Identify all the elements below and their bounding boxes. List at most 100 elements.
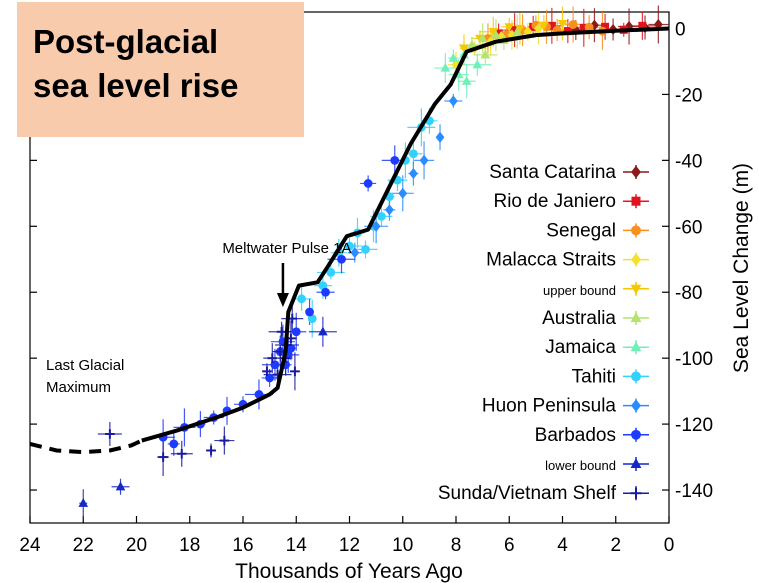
sunda-vietnam-shelf-point	[206, 445, 216, 456]
upper-bound-point	[539, 21, 549, 31]
santa-catarina-point	[624, 20, 634, 33]
lower-bound-point	[115, 481, 126, 491]
y-tick-label: 0	[675, 19, 686, 40]
legend-marker-upper-bound	[630, 284, 642, 295]
legend-label-huon-peninsula: Huon Peninsula	[482, 396, 617, 417]
sunda-vietnam-shelf-point	[275, 346, 286, 357]
sunda-vietnam-shelf-point	[290, 366, 300, 377]
legend-marker-jamaica	[630, 341, 642, 352]
annotations: Meltwater Pulse 1A Last Glacial Maximum	[46, 240, 352, 396]
legend-label-senegal: Senegal	[546, 220, 616, 241]
title-line-2: sea level rise	[33, 67, 239, 104]
jamaica-point	[472, 59, 483, 69]
barbados-point	[337, 254, 346, 264]
upper-bound-point	[459, 44, 469, 54]
annotation-lgm-line: Maximum	[46, 379, 111, 396]
legend-label-sunda-vietnam-shelf: Sunda/Vietnam Shelf	[438, 483, 617, 504]
legend-label-malacca-straits: Malacca Straits	[486, 250, 616, 271]
tahiti-point	[377, 212, 386, 221]
rio-de-janiero-point	[638, 21, 647, 30]
legend-marker-malacca-straits	[631, 253, 641, 266]
y-tick-label: -120	[675, 415, 713, 436]
barbados-point	[363, 179, 373, 188]
australia-point	[467, 39, 477, 49]
legend-marker-rio-de-janiero	[631, 196, 641, 206]
legend-label-lower-bound: lower bound	[545, 458, 616, 473]
rio-de-janiero-point	[510, 26, 519, 35]
y-tick-label: -60	[675, 217, 702, 238]
x-tick-label: 14	[286, 535, 308, 556]
rio-de-janiero-point	[579, 23, 588, 32]
annotation-meltwater-pulse: Meltwater Pulse 1A	[222, 240, 351, 257]
huon-peninsula-point	[371, 220, 381, 232]
legend-marker-senegal	[631, 225, 641, 236]
huon-peninsula-point	[350, 247, 360, 259]
legend-label-australia: Australia	[542, 308, 616, 329]
barbados-point	[321, 287, 330, 297]
malacca-straits-point	[451, 59, 461, 71]
title-line-1: Post-glacial	[33, 23, 219, 60]
sunda-vietnam-shelf-point	[105, 429, 115, 439]
lower-bound-point	[78, 498, 89, 507]
title-box: Post-glacial sea level rise	[17, 2, 304, 137]
x-tick-label: 8	[451, 535, 462, 556]
rio-de-janiero-point	[547, 21, 556, 30]
axis-ticks: 24 22 20 18 16 14 12 10 8 6 4 2 00-20-40-60-80-100-1…	[19, 19, 713, 556]
huon-peninsula-point	[448, 95, 458, 107]
barbados-point	[305, 307, 314, 317]
barbados-point	[291, 327, 301, 337]
x-tick-label: 20	[126, 535, 147, 556]
y-tick-label: -100	[675, 349, 713, 370]
upper-bound-point	[557, 19, 568, 29]
x-tick-label: 24	[19, 535, 41, 556]
malacca-straits-point	[534, 22, 543, 35]
upper-bound-point	[504, 23, 515, 33]
legend-label-barbados: Barbados	[535, 425, 616, 446]
barbados-point	[169, 439, 179, 449]
senegal-point	[584, 22, 594, 32]
santa-catarina-point	[571, 24, 581, 36]
sunda-vietnam-shelf-point	[276, 326, 287, 337]
legend-marker-lower-bound	[630, 458, 642, 469]
australia-point	[512, 26, 523, 36]
legend-label-jamaica: Jamaica	[545, 337, 616, 358]
jamaica-point	[461, 76, 472, 85]
tahiti-point	[318, 281, 328, 291]
legend-label-tahiti: Tahiti	[572, 366, 616, 387]
tahiti-point	[297, 294, 306, 304]
rio-de-janiero-point	[601, 22, 610, 31]
legend-marker-huon-peninsula	[631, 399, 641, 412]
jamaica-point	[440, 62, 451, 72]
x-tick-label: 6	[504, 535, 515, 556]
y-tick-label: -80	[675, 283, 702, 304]
legend-marker-sunda-vietnam-shelf	[630, 487, 642, 499]
legend-marker-tahiti	[631, 371, 641, 382]
sunda-vietnam-shelf-point	[176, 448, 187, 459]
huon-peninsula-point	[419, 154, 429, 166]
trend-line	[141, 26, 670, 443]
tahiti-point	[307, 314, 317, 323]
y-tick-label: -40	[675, 151, 702, 172]
legend-marker-australia	[630, 312, 642, 323]
x-axis-title: Thousands of Years Ago	[235, 560, 463, 583]
rio-de-janiero-point	[563, 27, 572, 36]
x-tick-label: 16	[232, 535, 253, 556]
x-tick-label: 22	[73, 535, 94, 556]
australia-point	[480, 49, 491, 59]
x-tick-label: 2	[610, 535, 621, 556]
jamaica-point	[448, 52, 459, 62]
x-tick-label: 12	[339, 535, 360, 556]
y-tick-label: -20	[675, 85, 702, 106]
rio-de-janiero-point	[494, 29, 503, 38]
x-tick-label: 4	[557, 535, 568, 556]
legend: Santa Catarina Rio de Janiero Senegal Malac…	[438, 162, 649, 504]
australia-point	[491, 29, 501, 39]
y-tick-label: -140	[675, 481, 713, 502]
tahiti-point	[345, 241, 354, 251]
lower-bound-point	[318, 326, 328, 336]
annotation-lgm-line: Last Glacial	[46, 357, 124, 374]
australia-point	[477, 33, 488, 42]
x-tick-label: 0	[664, 535, 675, 556]
annotation-arrow-head	[276, 293, 289, 307]
